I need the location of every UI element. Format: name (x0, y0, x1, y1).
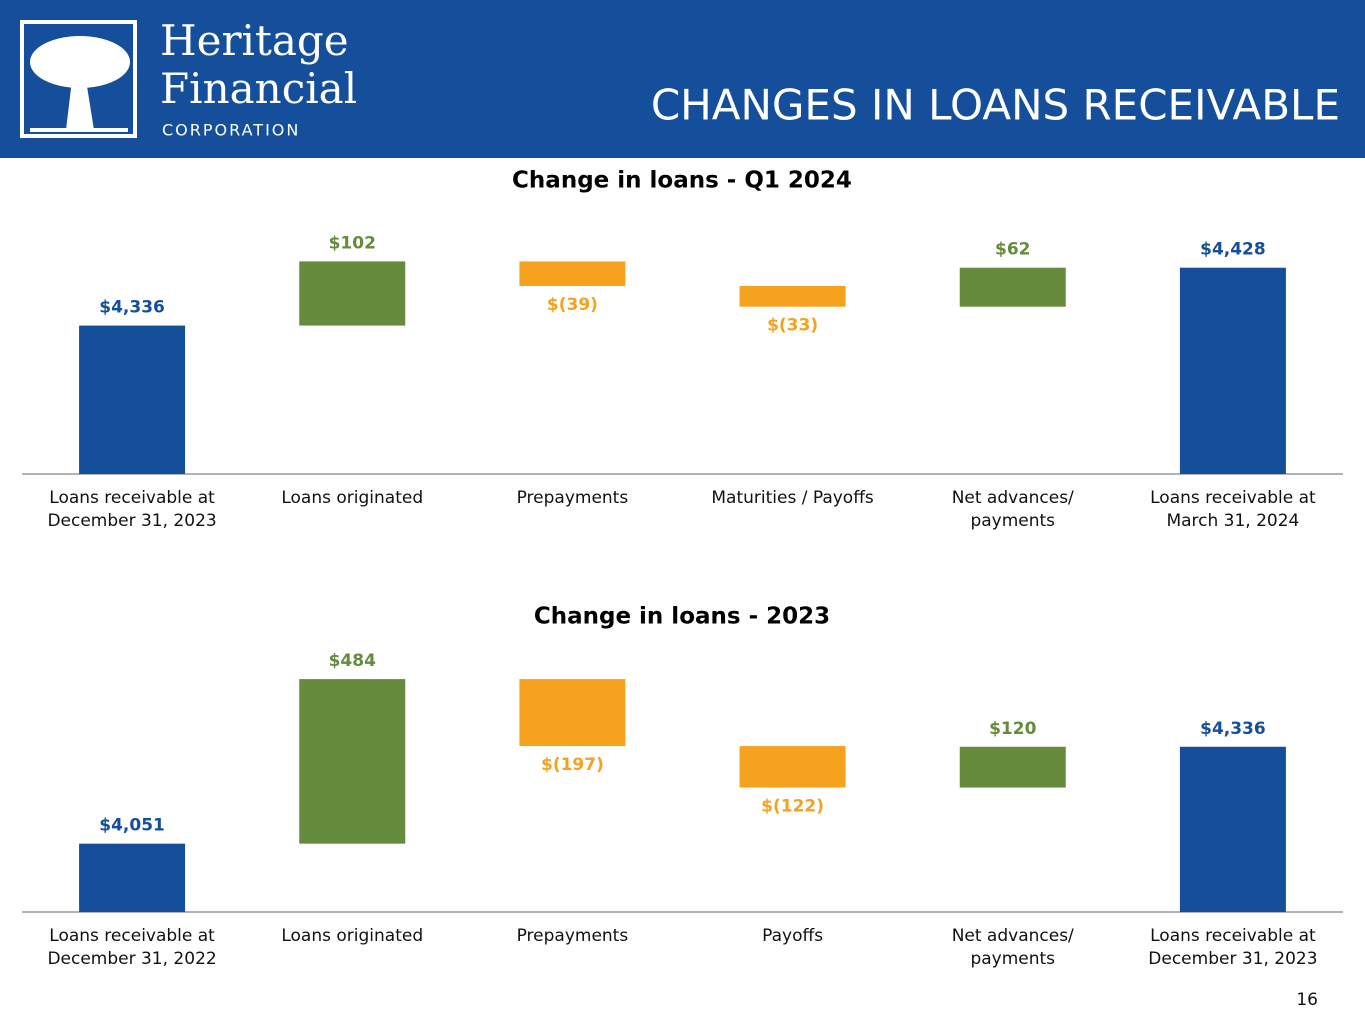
bar (959, 746, 1066, 788)
page-number: 16 (1296, 990, 1318, 1010)
x-tick-label: Loans originated (281, 926, 423, 946)
bar (739, 746, 846, 788)
chart-title: Change in loans - Q1 2024 (512, 168, 852, 194)
value-label: $4,336 (1200, 719, 1266, 739)
value-label: $4,428 (1200, 240, 1266, 260)
bar (519, 679, 626, 747)
x-tick-label: payments (970, 949, 1055, 969)
x-tick-label: Payoffs (762, 926, 823, 946)
logo-text: CORPORATION (162, 121, 300, 140)
x-tick-label: Loans receivable at (49, 926, 215, 946)
slide-title: CHANGES IN LOANS RECEIVABLE (651, 81, 1340, 130)
x-tick-label: Loans receivable at (49, 488, 215, 508)
x-tick-label: Net advances/ (952, 926, 1074, 946)
bar (959, 267, 1066, 307)
value-label: $120 (989, 719, 1036, 739)
x-tick-label: March 31, 2024 (1166, 511, 1299, 531)
value-label: $102 (329, 233, 376, 253)
bar (79, 843, 186, 912)
x-tick-label: Loans receivable at (1150, 488, 1316, 508)
value-label: $484 (329, 651, 376, 671)
value-label: $4,336 (99, 298, 165, 318)
value-label: $62 (995, 240, 1031, 260)
value-label: $(39) (547, 295, 598, 315)
x-tick-label: Prepayments (517, 488, 629, 508)
x-tick-label: Loans receivable at (1150, 926, 1316, 946)
bar (1179, 746, 1286, 912)
chart-title: Change in loans - 2023 (534, 604, 830, 630)
value-label: $4,051 (99, 816, 165, 836)
x-tick-label: Net advances/ (952, 488, 1074, 508)
x-tick-label: December 31, 2022 (47, 949, 216, 969)
x-tick-label: December 31, 2023 (47, 511, 216, 531)
value-label: $(122) (761, 797, 824, 817)
value-label: $(33) (767, 316, 818, 336)
x-tick-label: Maturities / Payoffs (711, 488, 874, 508)
x-tick-label: Prepayments (517, 926, 629, 946)
value-label: $(197) (541, 755, 604, 775)
bar (299, 261, 406, 326)
x-tick-label: Loans originated (281, 488, 423, 508)
bar (299, 679, 406, 844)
bar (1179, 267, 1286, 474)
x-tick-label: payments (970, 511, 1055, 531)
bar (739, 285, 846, 307)
x-tick-label: December 31, 2023 (1148, 949, 1317, 969)
header-band (0, 0, 1365, 158)
logo-text: Financial (160, 64, 357, 113)
bar (79, 325, 186, 474)
logo-text: Heritage (160, 16, 349, 65)
bar (519, 261, 626, 286)
logo-icon (20, 20, 137, 138)
